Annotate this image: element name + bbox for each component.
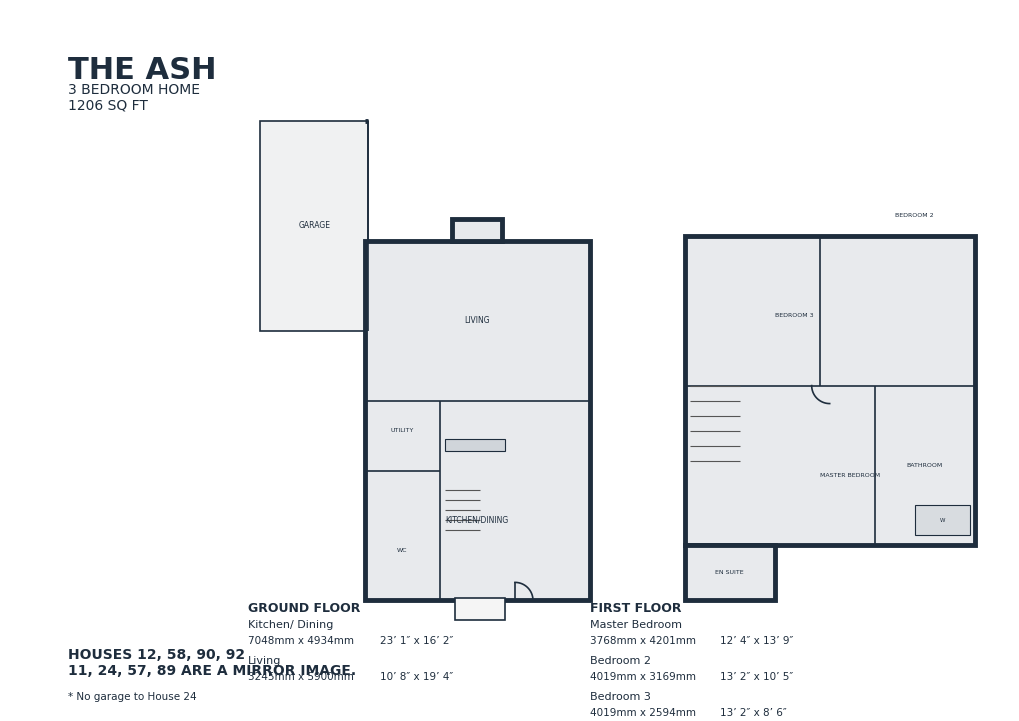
Text: Bedroom 3: Bedroom 3 <box>589 692 650 702</box>
Text: GROUND FLOOR: GROUND FLOOR <box>248 602 361 615</box>
Bar <box>444 438 504 451</box>
Text: BATHROOM: BATHROOM <box>906 463 942 468</box>
Text: 12’ 4″ x 13’ 9″: 12’ 4″ x 13’ 9″ <box>719 637 793 646</box>
Text: HOUSES 12, 58, 90, 92: HOUSES 12, 58, 90, 92 <box>68 648 246 663</box>
Text: UTILITY: UTILITY <box>390 428 414 433</box>
Text: * No garage to House 24: * No garage to House 24 <box>68 692 197 702</box>
Text: 7048mm x 4934mm: 7048mm x 4934mm <box>248 637 354 646</box>
Text: Kitchen/ Dining: Kitchen/ Dining <box>248 620 333 630</box>
Text: 13’ 2″ x 10’ 5″: 13’ 2″ x 10’ 5″ <box>719 672 792 682</box>
Text: MASTER BEDROOM: MASTER BEDROOM <box>819 473 878 478</box>
Text: W: W <box>938 518 945 523</box>
Text: 23’ 1″ x 16’ 2″: 23’ 1″ x 16’ 2″ <box>380 637 453 646</box>
Text: 3 BEDROOM HOME: 3 BEDROOM HOME <box>68 83 201 97</box>
Text: 11, 24, 57, 89 ARE A MIRROR IMAGE.: 11, 24, 57, 89 ARE A MIRROR IMAGE. <box>68 664 357 678</box>
Text: 1206 SQ FT: 1206 SQ FT <box>68 99 148 113</box>
Text: GARAGE: GARAGE <box>298 221 330 230</box>
Text: 3245mm x 5900mm: 3245mm x 5900mm <box>248 672 354 682</box>
Bar <box>451 218 501 241</box>
Text: KITCHEN/DINING: KITCHEN/DINING <box>445 516 508 525</box>
Bar <box>454 598 504 620</box>
Text: 13’ 2″ x 8’ 6″: 13’ 2″ x 8’ 6″ <box>719 708 786 718</box>
Text: WC: WC <box>396 548 407 553</box>
Text: Bedroom 2: Bedroom 2 <box>589 656 650 666</box>
Text: THE ASH: THE ASH <box>68 56 217 85</box>
Bar <box>365 241 589 601</box>
Text: 10’ 8″ x 19’ 4″: 10’ 8″ x 19’ 4″ <box>380 672 452 682</box>
Text: BEDROOM 3: BEDROOM 3 <box>774 313 813 318</box>
Bar <box>684 545 774 601</box>
Bar <box>260 121 368 331</box>
Text: FIRST FLOOR: FIRST FLOOR <box>589 602 681 615</box>
Bar <box>914 505 969 536</box>
Text: LIVING: LIVING <box>464 317 489 325</box>
Text: Living: Living <box>248 656 281 666</box>
Text: 3768mm x 4201mm: 3768mm x 4201mm <box>589 637 695 646</box>
Text: 4019mm x 3169mm: 4019mm x 3169mm <box>589 672 695 682</box>
Bar <box>684 236 973 545</box>
Text: EN SUITE: EN SUITE <box>714 570 743 575</box>
Text: Master Bedroom: Master Bedroom <box>589 620 682 630</box>
Text: BEDROOM 2: BEDROOM 2 <box>895 213 933 218</box>
Text: 4019mm x 2594mm: 4019mm x 2594mm <box>589 708 695 718</box>
